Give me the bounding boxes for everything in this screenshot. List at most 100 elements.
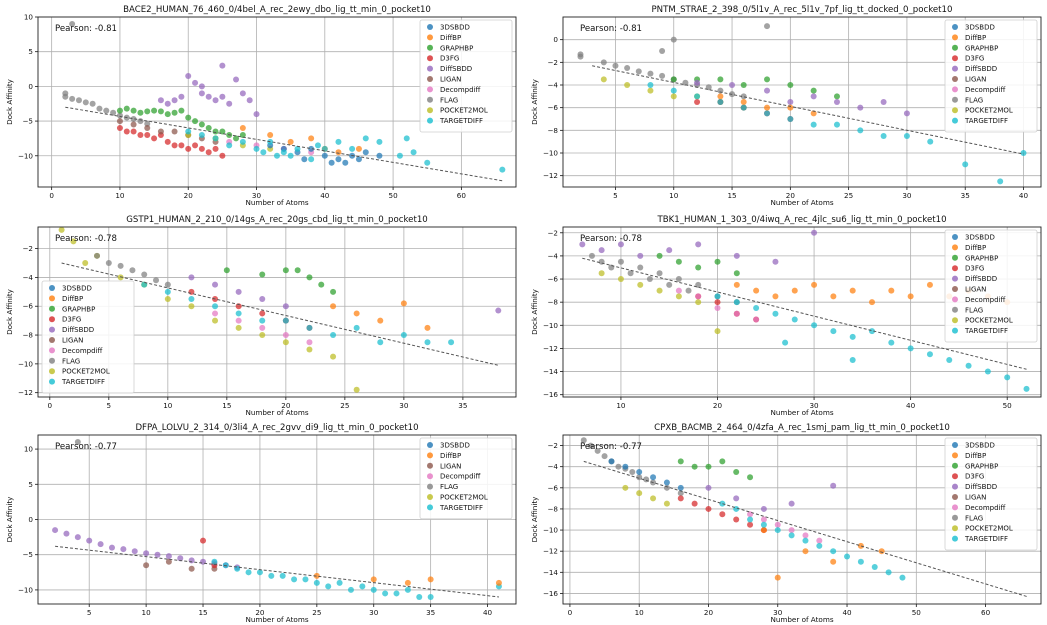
legend-label-flag: FLAG	[965, 96, 983, 104]
legend-marker-targetdiff	[952, 327, 958, 334]
data-point-targetdiff	[927, 138, 934, 145]
data-point-targetdiff	[427, 593, 434, 600]
trend-line	[582, 257, 1027, 370]
data-point-diffsbdd	[772, 258, 779, 265]
legend-label-flag: FLAG	[440, 483, 458, 491]
legend-marker-pocket2mol	[952, 317, 958, 324]
data-point-targetdiff	[899, 574, 906, 581]
data-point-pocket2mol	[117, 274, 124, 281]
legend-label-3dsbdd: 3DSBDD	[965, 234, 995, 242]
data-point-d3fg	[719, 511, 726, 518]
data-point-diffbp	[355, 145, 362, 152]
data-point-d3fg	[747, 521, 754, 528]
data-point-diffsbdd	[833, 99, 840, 105]
x-tick-label: 20	[713, 401, 723, 410]
data-point-diffsbdd	[192, 79, 199, 86]
x-tick-label: 40	[483, 608, 493, 617]
data-point-diffbp	[811, 281, 818, 288]
data-point-targetdiff	[1004, 374, 1011, 381]
x-tick-label: 60	[981, 608, 991, 617]
data-point-flag	[656, 270, 663, 277]
legend-marker-targetdiff	[49, 378, 55, 385]
y-tick-label: 0	[28, 82, 33, 91]
legend-marker-pocket2mol	[49, 368, 55, 375]
legend-label-flag: FLAG	[965, 306, 983, 314]
legend-label-targetdiff: TARGETDIFF	[439, 504, 483, 512]
data-point-diffbp	[774, 574, 781, 581]
plot-frame	[37, 226, 517, 398]
data-point-decompdiff	[816, 537, 823, 544]
legend-marker-diffbp	[427, 452, 433, 459]
data-point-targetdiff	[926, 351, 933, 358]
data-point-3dsbdd	[335, 156, 342, 163]
legend-label-diffsbdd: DiffSBDD	[965, 275, 997, 283]
data-point-diffbp	[857, 542, 864, 549]
data-point-flag	[594, 447, 601, 454]
legend-marker-graphbp	[952, 462, 958, 469]
data-point-3dsbdd	[376, 152, 383, 159]
data-point-flag	[659, 72, 666, 79]
data-point-targetdiff	[647, 82, 654, 88]
data-point-d3fg	[677, 495, 684, 502]
data-point-graphbp	[306, 274, 313, 281]
data-point-targetdiff	[844, 553, 851, 560]
legend-label-ligan: LIGAN	[440, 462, 461, 470]
data-point-diffbp	[802, 548, 809, 555]
y-tick-label: −6	[547, 103, 558, 112]
data-point-targetdiff	[403, 135, 410, 142]
data-point-targetdiff	[226, 142, 233, 149]
legend-label-3dsbdd: 3DSBDD	[965, 24, 995, 32]
legend-label-diffsbdd: DiffSBDD	[965, 483, 997, 491]
data-point-pocket2mol	[282, 339, 289, 346]
legend-label-decompdiff: Decompdiff	[965, 504, 1005, 512]
data-point-graphbp	[239, 131, 246, 138]
data-point-flag	[141, 271, 148, 278]
data-point-pocket2mol	[650, 495, 657, 502]
pearson-annotation: Pearson: -0.77	[580, 442, 642, 452]
data-point-flag	[600, 59, 607, 66]
data-point-targetdiff	[885, 569, 892, 576]
data-point-3dsbdd	[636, 468, 643, 475]
pearson-annotation: Pearson: -0.81	[580, 24, 642, 34]
legend-label-diffbp: DiffBP	[62, 295, 83, 303]
data-point-targetdiff	[211, 558, 218, 565]
legend-marker-flag	[952, 514, 958, 521]
data-point-ligan	[130, 121, 137, 128]
data-point-graphbp	[151, 107, 158, 114]
data-point-targetdiff	[400, 332, 407, 339]
data-point-diffsbdd	[86, 537, 93, 544]
x-tick-label: 50	[1003, 401, 1013, 410]
x-tick-label: 40	[320, 191, 330, 200]
data-point-d3fg	[198, 145, 205, 152]
trend-line	[592, 65, 1024, 155]
data-point-diffsbdd	[188, 557, 195, 564]
data-point-diffbp	[753, 287, 760, 294]
data-point-d3fg	[691, 500, 698, 507]
data-point-pocket2mol	[330, 353, 337, 360]
x-tick-label: 25	[312, 608, 321, 617]
y-tick-label: 10	[24, 13, 34, 22]
data-point-targetdiff	[1020, 150, 1027, 156]
x-tick-label: 0	[568, 608, 573, 617]
legend-marker-flag	[427, 483, 433, 490]
chart-panel-4: TBK1_HUMAN_1_303_0/4iwq_A_rec_4jlc_su6_l…	[530, 215, 1042, 417]
data-point-targetdiff	[774, 527, 781, 534]
data-point-graphbp	[178, 107, 185, 114]
data-point-diffsbdd	[185, 72, 192, 79]
legend-label-d3fg: D3FG	[965, 265, 984, 273]
data-point-diffbp	[869, 299, 876, 306]
legend-label-graphbp: GRAPHBP	[965, 254, 998, 262]
data-point-diffsbdd	[695, 241, 702, 248]
y-tick-label: −8	[547, 504, 558, 513]
data-point-targetdiff	[185, 128, 192, 135]
data-point-targetdiff	[260, 149, 267, 156]
data-point-diffsbdd	[811, 229, 818, 236]
data-point-targetdiff	[294, 145, 301, 152]
data-point-diffsbdd	[157, 97, 164, 104]
legend-label-decompdiff: Decompdiff	[440, 86, 480, 94]
data-point-targetdiff	[740, 104, 747, 111]
legend-marker-diffbp	[49, 295, 55, 302]
data-point-targetdiff	[670, 87, 677, 94]
data-point-flag	[103, 107, 110, 114]
x-tick-label: 40	[842, 608, 852, 617]
